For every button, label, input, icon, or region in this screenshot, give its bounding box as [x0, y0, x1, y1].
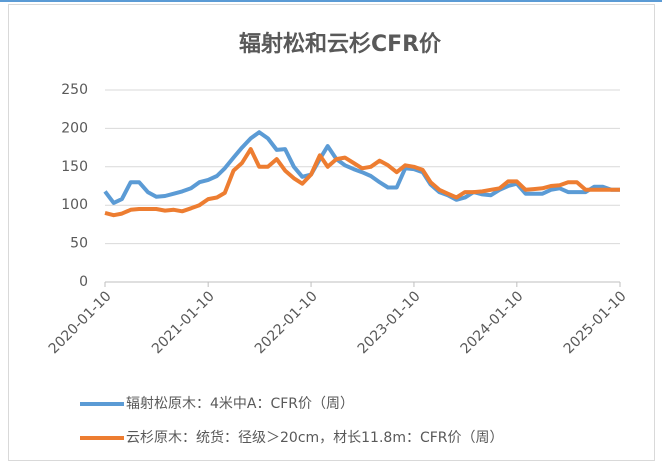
legend-label: 云杉原木：统货：径级＞20cm，材长11.8m：CFR价（周） — [126, 429, 504, 446]
y-tick-label: 250 — [61, 82, 88, 98]
y-tick-label: 200 — [61, 120, 88, 136]
y-tick-label: 50 — [70, 236, 88, 252]
series-line — [104, 147, 620, 218]
chart-frame — [8, 4, 655, 461]
series-line — [103, 130, 620, 205]
y-tick-label: 0 — [79, 274, 88, 290]
legend-label: 辐射松原木：4米中A：CFR价（周） — [126, 396, 354, 412]
y-tick-label: 150 — [61, 159, 88, 175]
chart-title: 辐射松和云杉CFR价 — [239, 31, 442, 57]
y-tick-label: 100 — [61, 197, 88, 213]
